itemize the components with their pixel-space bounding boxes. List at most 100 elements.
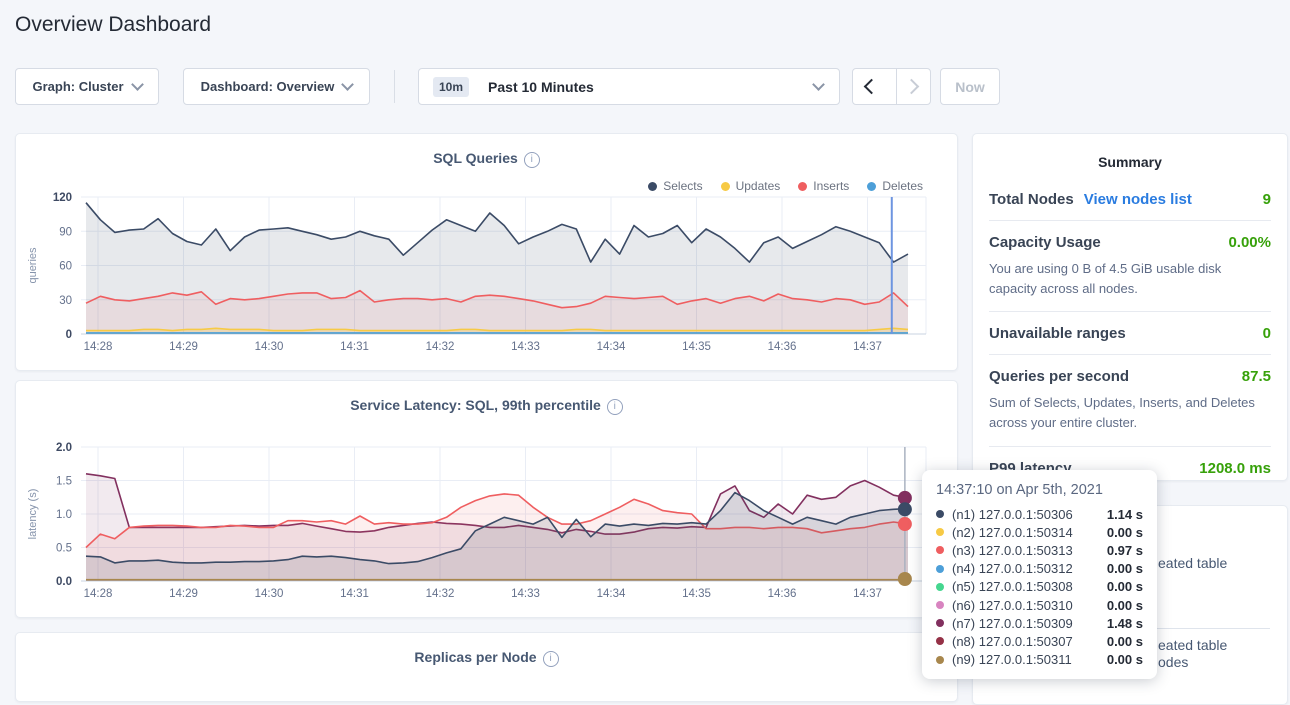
capacity-usage-description: You are using 0 B of 4.5 GiB usable disk… bbox=[989, 259, 1271, 307]
tooltip-node-rows: (n1) 127.0.0.1:50306 1.14 s (n2) 127.0.0.1… bbox=[936, 505, 1143, 669]
tooltip-timestamp: 14:37:10 on Apr 5th, 2021 bbox=[936, 482, 1143, 498]
node-address: (n8) 127.0.0.1:50307 bbox=[952, 634, 1073, 649]
node-address: (n7) 127.0.0.1:50309 bbox=[952, 616, 1073, 631]
chevron-down-icon bbox=[812, 78, 825, 91]
svg-text:0.0: 0.0 bbox=[56, 576, 72, 588]
node-color-dot bbox=[936, 601, 944, 609]
node-color-dot bbox=[936, 546, 944, 554]
svg-text:14:36: 14:36 bbox=[768, 588, 797, 600]
node-latency-value: 0.00 s bbox=[1107, 579, 1143, 594]
info-icon[interactable]: i bbox=[543, 651, 559, 667]
svg-text:14:34: 14:34 bbox=[597, 588, 626, 600]
node-color-dot bbox=[936, 528, 944, 536]
svg-text:14:28: 14:28 bbox=[84, 588, 113, 600]
summary-title: Summary bbox=[989, 148, 1271, 182]
svg-text:14:34: 14:34 bbox=[597, 341, 626, 353]
chevron-down-icon bbox=[341, 78, 354, 91]
svg-text:14:37: 14:37 bbox=[853, 588, 882, 600]
node-address: (n6) 127.0.0.1:50310 bbox=[952, 598, 1073, 613]
svg-text:14:33: 14:33 bbox=[511, 341, 540, 353]
tooltip-node-row: (n6) 127.0.0.1:503100.00 s bbox=[936, 596, 1143, 614]
svg-text:latency (s): latency (s) bbox=[27, 489, 39, 540]
capacity-usage-value: 0.00% bbox=[1228, 234, 1271, 251]
event-item-fragment[interactable]: eated table bbox=[1158, 555, 1227, 571]
graph-dropdown[interactable]: Graph: Cluster bbox=[15, 68, 159, 105]
time-step-buttons bbox=[852, 68, 931, 105]
service-latency-chart-card: Service Latency: SQL, 99th percentilei 0… bbox=[15, 380, 958, 618]
svg-text:14:36: 14:36 bbox=[768, 341, 797, 353]
svg-text:14:33: 14:33 bbox=[511, 588, 540, 600]
node-address: (n4) 127.0.0.1:50312 bbox=[952, 561, 1073, 576]
time-forward-button-disabled[interactable] bbox=[896, 69, 931, 104]
node-address: (n5) 127.0.0.1:50308 bbox=[952, 579, 1073, 594]
chevron-down-icon bbox=[131, 78, 144, 91]
svg-text:14:29: 14:29 bbox=[169, 341, 198, 353]
total-nodes-value: 9 bbox=[1263, 191, 1271, 208]
divider bbox=[989, 354, 1271, 355]
graph-dropdown-label: Graph: Cluster bbox=[32, 79, 123, 94]
node-address: (n1) 127.0.0.1:50306 bbox=[952, 507, 1073, 522]
tooltip-node-row: (n4) 127.0.0.1:50312 0.00 s bbox=[936, 560, 1143, 578]
node-color-dot bbox=[936, 656, 944, 664]
svg-text:queries: queries bbox=[27, 247, 39, 284]
node-address: (n9) 127.0.0.1:50311 bbox=[952, 652, 1072, 667]
tooltip-node-row: (n8) 127.0.0.1:50307 0.00 s bbox=[936, 632, 1143, 650]
tooltip-node-row: (n9) 127.0.0.1:503110.00 s bbox=[936, 651, 1143, 669]
chevron-left-icon bbox=[864, 79, 880, 95]
svg-text:90: 90 bbox=[59, 226, 72, 238]
svg-text:14:35: 14:35 bbox=[682, 341, 711, 353]
node-latency-value: 1.14 s bbox=[1107, 507, 1143, 522]
queries-per-second-value: 87.5 bbox=[1242, 368, 1271, 385]
chevron-right-icon bbox=[903, 79, 919, 95]
node-color-dot bbox=[936, 619, 944, 627]
unavailable-ranges-value: 0 bbox=[1263, 325, 1271, 342]
svg-text:0.5: 0.5 bbox=[56, 543, 72, 555]
event-item-fragment[interactable]: odes bbox=[1158, 654, 1188, 670]
tooltip-node-row: (n7) 127.0.0.1:503091.48 s bbox=[936, 614, 1143, 632]
svg-text:14:31: 14:31 bbox=[340, 588, 369, 600]
node-color-dot bbox=[936, 510, 944, 518]
p99-latency-value: 1208.0 ms bbox=[1199, 460, 1271, 477]
svg-text:14:30: 14:30 bbox=[255, 588, 284, 600]
node-latency-value: 0.00 s bbox=[1107, 561, 1143, 576]
divider bbox=[989, 220, 1271, 221]
node-color-dot bbox=[936, 637, 944, 645]
node-latency-value: 0.00 s bbox=[1107, 634, 1143, 649]
dashboard-dropdown[interactable]: Dashboard: Overview bbox=[183, 68, 370, 105]
svg-text:30: 30 bbox=[59, 295, 72, 307]
svg-text:0: 0 bbox=[66, 329, 72, 341]
node-latency-value: 0.00 s bbox=[1107, 525, 1143, 540]
service-latency-chart[interactable]: 0.0 0.5 1.0 1.5 2.0 14:28 14:29 14:30 14:31 14:32… bbox=[16, 381, 957, 617]
time-back-button[interactable] bbox=[853, 69, 887, 104]
svg-text:14:32: 14:32 bbox=[426, 341, 455, 353]
unavailable-ranges-label: Unavailable ranges bbox=[989, 325, 1126, 342]
svg-text:14:29: 14:29 bbox=[169, 588, 198, 600]
svg-text:14:28: 14:28 bbox=[84, 341, 113, 353]
chart-title-replicas-per-node: Replicas per Nodei bbox=[16, 649, 957, 667]
svg-text:2.0: 2.0 bbox=[56, 442, 72, 454]
sql-queries-chart[interactable]: 030609012014:2814:2914:3014:3114:3214:33… bbox=[16, 134, 957, 370]
event-item-fragment[interactable]: eated table bbox=[1158, 637, 1227, 653]
view-nodes-list-link[interactable]: View nodes list bbox=[1084, 191, 1192, 208]
toolbar-divider bbox=[394, 70, 395, 103]
sql-queries-chart-card: SQL Queriesi SelectsUpdatesInsertsDelete… bbox=[15, 133, 958, 371]
capacity-usage-label: Capacity Usage bbox=[989, 234, 1101, 251]
divider bbox=[989, 446, 1271, 447]
svg-text:14:35: 14:35 bbox=[682, 588, 711, 600]
svg-text:1.0: 1.0 bbox=[56, 509, 72, 521]
total-nodes-label: Total Nodes bbox=[989, 191, 1074, 208]
time-range-dropdown[interactable]: 10m Past 10 Minutes bbox=[418, 68, 840, 105]
node-address: (n3) 127.0.0.1:50313 bbox=[952, 543, 1073, 558]
dashboard-dropdown-label: Dashboard: Overview bbox=[201, 79, 335, 94]
tooltip-node-row: (n3) 127.0.0.1:503130.97 s bbox=[936, 541, 1143, 559]
svg-text:120: 120 bbox=[53, 192, 72, 204]
queries-per-second-description: Sum of Selects, Updates, Inserts, and De… bbox=[989, 393, 1271, 441]
svg-text:1.5: 1.5 bbox=[56, 476, 72, 488]
page-title: Overview Dashboard bbox=[15, 13, 211, 37]
svg-text:14:32: 14:32 bbox=[426, 588, 455, 600]
now-button-disabled[interactable]: Now bbox=[940, 68, 1000, 105]
node-address: (n2) 127.0.0.1:50314 bbox=[952, 525, 1073, 540]
summary-panel: Summary Total Nodes View nodes list 9 Ca… bbox=[972, 133, 1288, 481]
svg-text:14:37: 14:37 bbox=[853, 341, 882, 353]
svg-text:14:30: 14:30 bbox=[255, 341, 284, 353]
